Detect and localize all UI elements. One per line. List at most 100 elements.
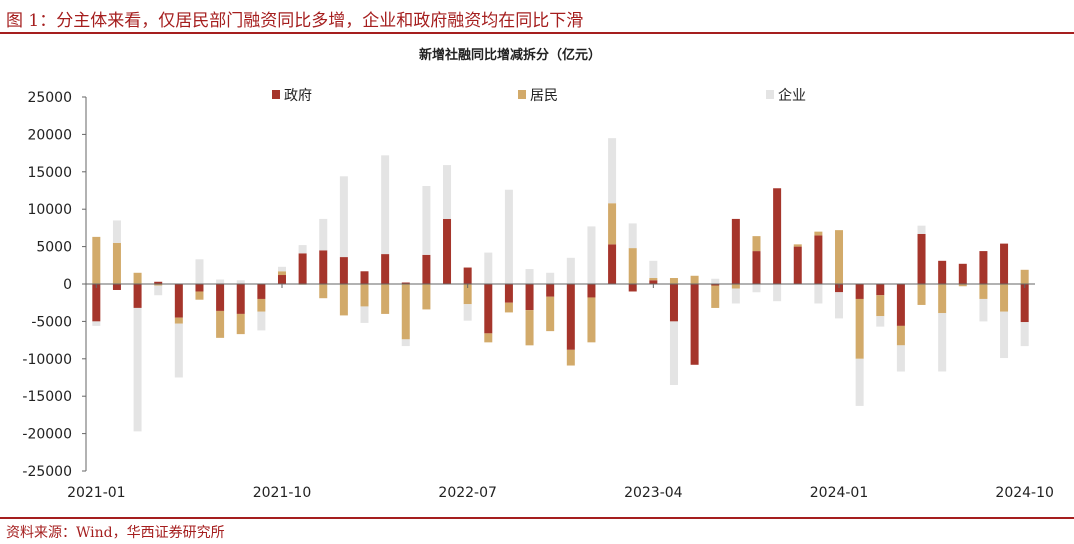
bar-2023-08-居民	[731, 284, 740, 289]
y-axis: 25000 20000 15000 10000 5000 0 -5000 -10000 -150…	[22, 90, 87, 480]
bar-2023-03-企业	[628, 223, 637, 249]
bar-2021-01-政府	[92, 284, 101, 322]
bar-2023-01-企业	[587, 226, 596, 284]
bar-2024-07-政府	[958, 263, 967, 284]
bar-2024-09-企业	[1000, 311, 1009, 359]
bar-2021-09-政府	[257, 284, 266, 299]
bar-2024-02-政府	[855, 284, 864, 299]
y-tick-label: 15000	[27, 165, 72, 181]
bar-2022-12-居民	[566, 349, 575, 366]
y-tick-label: 25000	[27, 90, 72, 106]
bar-2021-08-政府	[236, 284, 245, 314]
bar-2022-05-居民	[422, 284, 431, 310]
bar-2022-01-政府	[339, 257, 348, 284]
bar-2021-08-企业	[236, 280, 245, 284]
bar-2022-06-政府	[443, 218, 452, 284]
bar-2023-12-政府	[814, 235, 823, 284]
bar-2022-09-企业	[504, 189, 513, 284]
bar-2021-10-政府	[277, 275, 286, 284]
figure-title: 图 1：分主体来看，仅居民部门融资同比多增，企业和政府融资均在同比下滑	[6, 11, 584, 31]
bar-2021-06-企业	[195, 259, 204, 284]
bar-2024-10-政府	[1020, 284, 1029, 323]
bar-2021-02-企业	[112, 220, 121, 243]
bar-2023-01-政府	[587, 284, 596, 298]
bar-2021-11-企业	[298, 245, 307, 254]
bar-2021-04-居民	[154, 284, 163, 286]
bar-2024-10-居民	[1020, 269, 1029, 284]
bar-2023-03-居民	[628, 248, 637, 284]
bar-2021-12-企业	[319, 218, 328, 251]
bar-2023-05-居民	[669, 278, 678, 284]
bar-2022-07-企业	[463, 304, 472, 321]
bar-2021-03-企业	[133, 307, 142, 432]
bar-2024-07-居民	[958, 284, 967, 287]
bar-2024-08-企业	[979, 298, 988, 322]
x-tick-label: 2024-01	[810, 485, 869, 501]
legend-label: 企业	[778, 87, 806, 104]
bar-2023-11-居民	[793, 244, 802, 247]
y-tick-label: 10000	[27, 202, 72, 218]
bar-2021-10-居民	[277, 271, 286, 276]
bar-2022-11-政府	[546, 284, 555, 297]
bar-2022-11-企业	[546, 272, 555, 284]
bar-2024-10-企业	[1020, 322, 1029, 347]
bar-2023-10-企业	[773, 284, 782, 302]
bar-2022-07-居民	[463, 284, 472, 305]
bar-2023-05-政府	[669, 284, 678, 322]
x-axis: 2021-01 2021-10 2022-07 2023-04 2024-01 2024-…	[67, 283, 1054, 501]
y-tick-label: -5000	[31, 314, 72, 330]
bar-2022-04-企业	[401, 339, 410, 347]
bar-2023-02-政府	[608, 244, 617, 284]
bar-2023-01-居民	[587, 297, 596, 343]
bar-2024-06-居民	[938, 284, 947, 314]
bar-2023-04-企业	[649, 260, 658, 279]
bar-2023-10-政府	[773, 188, 782, 284]
footer-rule	[0, 517, 1074, 519]
legend-label: 政府	[284, 88, 312, 104]
bar-2022-09-居民	[504, 302, 513, 313]
bar-2021-04-政府	[154, 281, 163, 284]
bar-2023-02-企业	[608, 138, 617, 204]
bar-2022-04-政府	[401, 282, 410, 284]
bar-2024-04-居民	[896, 325, 905, 346]
bar-2022-02-居民	[360, 284, 369, 307]
bar-2023-07-企业	[711, 278, 720, 284]
bar-2022-03-政府	[381, 254, 390, 284]
bar-2024-04-企业	[896, 345, 905, 372]
y-tick-label: 0	[63, 277, 72, 293]
bar-2024-08-政府	[979, 251, 988, 284]
bar-2021-03-居民	[133, 272, 142, 284]
bar-2021-10-企业	[277, 266, 286, 272]
bar-2024-03-政府	[876, 284, 885, 296]
y-tick-label: -15000	[22, 389, 72, 405]
bar-2023-03-政府	[628, 284, 637, 292]
bar-2022-04-居民	[401, 284, 410, 340]
bar-2022-02-企业	[360, 306, 369, 323]
bar-2024-06-政府	[938, 260, 947, 284]
bar-2023-06-居民	[690, 275, 699, 284]
x-tick-label: 2021-10	[253, 485, 312, 501]
bar-2022-10-政府	[525, 284, 534, 311]
bar-2024-05-居民	[917, 284, 926, 305]
bar-2023-09-政府	[752, 251, 761, 284]
bar-2022-06-企业	[443, 165, 452, 219]
bar-2021-11-政府	[298, 253, 307, 284]
bar-2022-07-政府	[463, 267, 472, 284]
bar-2023-06-政府	[690, 284, 699, 365]
bar-2022-10-居民	[525, 310, 534, 346]
bar-2021-01-企业	[92, 321, 101, 326]
y-tick-label: 20000	[27, 127, 72, 143]
bar-2022-08-企业	[484, 252, 493, 284]
source-note: 资料来源：Wind，华西证券研究所	[6, 525, 225, 541]
bar-2021-05-居民	[174, 317, 183, 324]
y-tick-label: -10000	[22, 352, 72, 368]
legend-label: 居民	[530, 88, 558, 104]
bar-2022-05-政府	[422, 254, 431, 284]
bar-2021-06-政府	[195, 284, 204, 292]
chart-legend: 政府 居民 企业	[272, 87, 806, 104]
bar-2022-12-企业	[566, 257, 575, 284]
bar-2022-05-企业	[422, 186, 431, 255]
bar-2021-07-政府	[216, 284, 225, 311]
bar-2023-09-居民	[752, 236, 761, 252]
bar-2021-09-企业	[257, 311, 266, 331]
